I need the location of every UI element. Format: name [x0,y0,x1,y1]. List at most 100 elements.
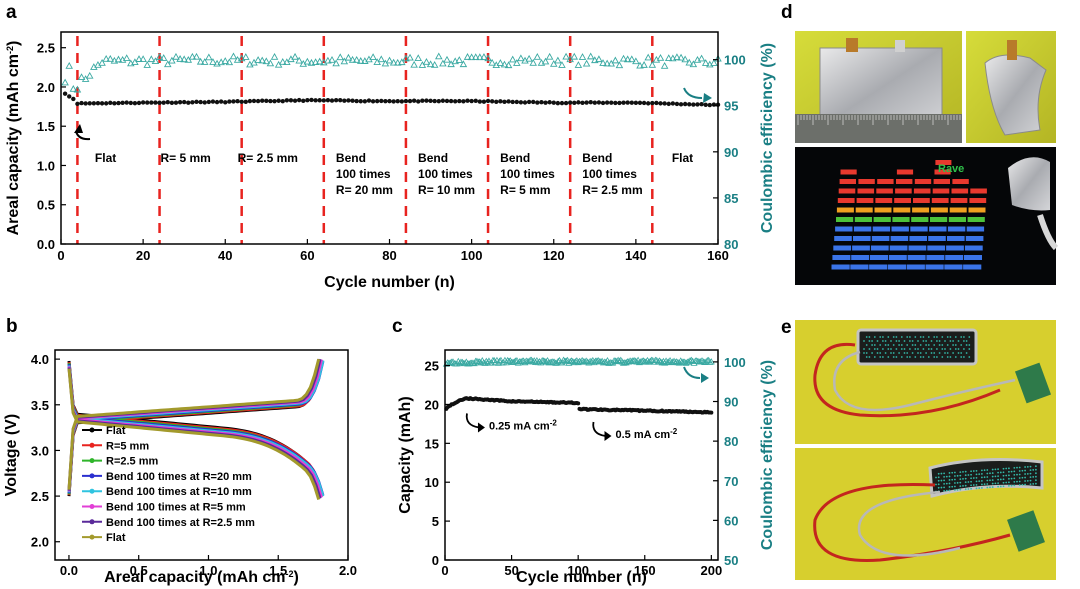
ce-point [496,357,504,364]
led-dot [952,340,954,342]
ce-point [200,58,209,65]
led-dot [960,336,963,338]
capacity-point [617,100,622,106]
ce-point [114,55,123,63]
x-tick-label: 120 [543,248,565,263]
segment-label: R= 2.5 mm [582,183,642,197]
circuit-board [1014,362,1052,404]
led-dot [1002,474,1005,477]
led-dot [917,340,919,342]
led-segment [858,179,875,184]
led-segment [930,217,948,222]
ce-point [574,61,583,68]
led-segment [930,207,948,213]
x-tick-label: 1.0 [199,563,217,578]
led-dot [951,485,954,488]
ce-point [689,60,698,68]
capacity-point [563,100,569,106]
led-dot [884,352,887,354]
led-dot [959,471,962,474]
capacity-point [140,100,146,105]
capacity-point [658,101,663,106]
capacity-point [572,100,577,106]
capacity-point [531,99,536,105]
led-dot [1021,469,1024,472]
ce-arrow [683,366,701,379]
led-segment [876,188,893,194]
led-dot [983,476,986,479]
capacity-point [243,99,248,105]
curved-battery [1008,157,1050,211]
led-dot [954,485,956,488]
led-dot [994,468,997,471]
led-dot [949,356,952,358]
segment-label: R= 10 mm [418,183,475,197]
capacity-point [366,98,372,103]
capacity-point [555,100,561,106]
capacity-point [194,99,199,104]
led-dot [968,344,971,346]
capacity-point [268,98,273,104]
ce-point [69,85,78,92]
ce-point [456,359,464,367]
plot-frame [54,349,349,561]
led-dot [954,475,956,477]
led-segment [889,245,908,251]
led-segment [906,264,925,270]
led-segment [852,245,870,251]
led-dot [944,340,946,342]
led-dot [1008,467,1010,470]
ce-point [591,56,599,64]
segment-label: R= 5 mm [500,183,550,197]
led-segment [853,236,871,241]
led-dot [933,352,936,354]
segment-label: R= 20 mm [336,183,393,197]
ce-point [291,52,299,60]
led-dot [873,356,876,358]
ce-point [562,357,570,364]
capacity-point [95,101,101,106]
led-dot [964,484,967,487]
ce-point [480,53,488,60]
y-tick-label: 1.5 [37,119,55,134]
led-dot [936,336,938,338]
led-dot [1024,476,1026,479]
led-dot [975,483,978,486]
ce-point [631,357,639,364]
ce-point [139,55,147,63]
legend-marker [89,504,95,509]
led-dot [887,336,890,338]
led-dot [884,344,887,346]
led-segment [887,264,907,270]
capacity-point [420,98,425,103]
capacity-point [342,98,347,103]
capacity-point [272,98,277,104]
led-dot [927,336,930,338]
led-dot [925,344,927,346]
led-dot [963,340,965,342]
capacity-point [227,99,232,104]
led-dot [986,472,989,475]
ce-point [242,53,250,60]
ce-point [554,56,562,64]
legend-marker [89,427,95,433]
segment-label: 100 times [500,167,555,181]
ce-point [619,54,628,62]
ce-point [443,55,451,63]
led-segment [965,236,984,241]
capacity-point [62,91,68,96]
led-dot [959,481,962,484]
x-axis-title-sup: -2 [286,569,294,579]
led-dot [1005,481,1008,484]
ce-point [221,57,230,64]
led-segment [952,179,969,184]
legend-label: R=5 mm [106,440,149,452]
led-dot [956,474,959,477]
led-dot [892,336,895,338]
capacity-point [514,99,519,105]
led-dot [935,476,937,479]
led-dot [879,336,882,338]
led-segment [934,169,951,175]
led-dot [925,352,927,354]
